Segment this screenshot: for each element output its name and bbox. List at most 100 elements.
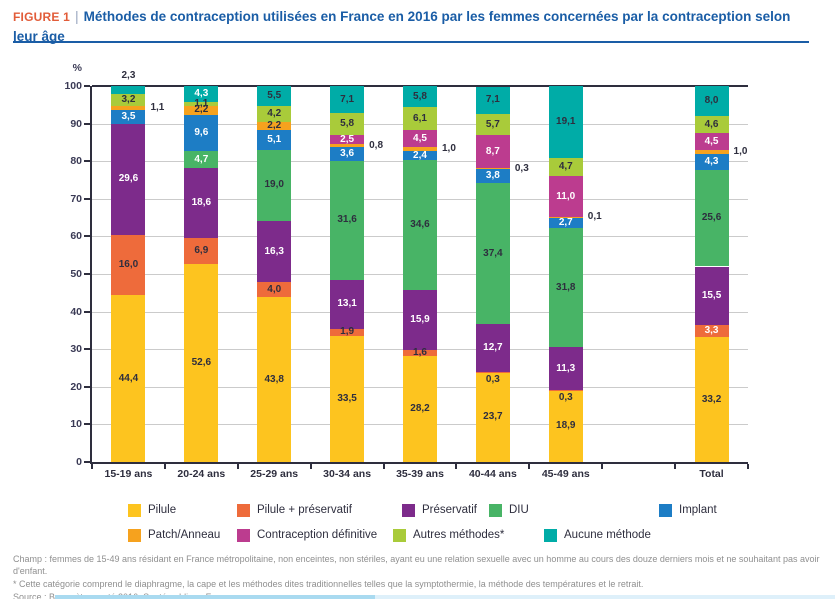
bar-segment bbox=[403, 85, 437, 108]
bar-segment-label: 6,9 bbox=[194, 245, 209, 257]
bar-segment-label: 5,8 bbox=[413, 90, 427, 102]
bar-segment bbox=[475, 169, 510, 184]
x-category-label: Total bbox=[699, 468, 724, 480]
bar-segment-label: 29,6 bbox=[118, 173, 139, 185]
y-tick-label: 50 bbox=[70, 268, 82, 280]
bar-segment bbox=[548, 227, 583, 348]
bar-segment-label: 1,9 bbox=[340, 326, 355, 338]
bar-segment-label: 6,1 bbox=[413, 112, 427, 124]
x-axis-tick bbox=[309, 464, 312, 469]
bar-segment-label: 4,2 bbox=[267, 108, 282, 120]
bar-segment bbox=[257, 85, 292, 107]
bar-segment-label: 33,2 bbox=[701, 393, 722, 405]
bar-segment bbox=[694, 150, 729, 155]
x-axis-tick bbox=[382, 464, 385, 469]
x-category-label: 45-49 ans bbox=[541, 468, 590, 480]
bar-segment bbox=[111, 123, 146, 235]
y-tick-label: 0 bbox=[76, 456, 82, 468]
bar-segment-label: 2,4 bbox=[413, 149, 427, 161]
bar-segment bbox=[548, 86, 583, 159]
bar-segment bbox=[403, 130, 437, 148]
bar-segment bbox=[257, 221, 292, 283]
bar-segment-label: 15,9 bbox=[410, 314, 430, 326]
bar-segment bbox=[694, 337, 729, 462]
y-axis-tick bbox=[84, 235, 90, 238]
bar-segment-label: 28,2 bbox=[410, 402, 430, 414]
bar-segment bbox=[548, 389, 583, 391]
bar-segment-label: 12,7 bbox=[483, 341, 503, 353]
bar-segment-label: 7,1 bbox=[485, 94, 500, 106]
bar-segment bbox=[111, 94, 146, 107]
bar-segment bbox=[111, 295, 146, 462]
legend-label: Patch/Anneau bbox=[148, 529, 221, 541]
legend-swatch bbox=[393, 529, 406, 542]
x-axis-tick bbox=[747, 464, 749, 469]
bar-segment bbox=[475, 372, 510, 462]
y-axis-tick bbox=[84, 85, 90, 87]
bar-segment-label: 34,6 bbox=[410, 219, 430, 231]
bar-segment-label: 11,3 bbox=[556, 362, 576, 374]
bar-segment bbox=[330, 86, 365, 114]
bar-segment bbox=[403, 151, 437, 161]
bar-segment-label: 52,6 bbox=[191, 357, 212, 369]
bar-segment-label: 3,3 bbox=[704, 324, 719, 336]
figure-title: Méthodes de contraception utilisées en F… bbox=[13, 9, 791, 45]
x-axis-tick bbox=[236, 464, 239, 469]
bar-segment-label: 44,4 bbox=[118, 372, 139, 384]
x-category-label: 30-34 ans bbox=[323, 468, 372, 480]
y-tick-label: 30 bbox=[70, 343, 82, 356]
bar-segment-label: 2,2 bbox=[267, 120, 282, 132]
bar-segment bbox=[330, 144, 365, 148]
bar-segment-label: 2,2 bbox=[194, 104, 209, 116]
bottom-highlight-strip bbox=[55, 595, 375, 599]
figure-number-label: FIGURE 1 bbox=[13, 10, 70, 24]
bar-segment-label: 5,7 bbox=[485, 118, 500, 130]
bar-segment bbox=[330, 147, 365, 161]
bar-segment-label: 8,0 bbox=[704, 95, 719, 107]
legend-swatch bbox=[237, 504, 250, 517]
x-axis-tick bbox=[455, 464, 458, 469]
bar-segment-label: 3,2 bbox=[121, 94, 136, 106]
bar-segment bbox=[111, 234, 146, 296]
x-axis-tick bbox=[674, 464, 677, 469]
bar-segment bbox=[184, 150, 219, 169]
x-category-label: 20-24 ans bbox=[177, 468, 226, 480]
bar-segment bbox=[475, 87, 510, 114]
bar-segment-label: 18,9 bbox=[556, 420, 576, 432]
bar-segment-label: 4,7 bbox=[558, 161, 573, 173]
bar-segment bbox=[184, 238, 219, 265]
bar-segment bbox=[184, 102, 219, 107]
bar-segment bbox=[694, 133, 729, 151]
bar-segment-label: 4,5 bbox=[704, 135, 719, 147]
bar-segment bbox=[330, 113, 365, 135]
bar-segment bbox=[184, 168, 219, 239]
bar-segment-label: 13,1 bbox=[337, 298, 357, 310]
bar-segment-label: 5,8 bbox=[340, 117, 355, 129]
bar-segment-label: 4,6 bbox=[704, 118, 719, 130]
bar-segment-label: 4,3 bbox=[704, 156, 719, 168]
bar-segment-label: 1,1 bbox=[150, 102, 165, 114]
bar-segment-label: 7,1 bbox=[340, 93, 355, 105]
bar-segment-label: 4,3 bbox=[194, 88, 209, 100]
y-tick-label: 40 bbox=[70, 305, 82, 318]
bar-segment bbox=[403, 355, 437, 462]
bar-segment-label: 16,3 bbox=[264, 245, 284, 257]
bar-segment bbox=[403, 107, 437, 131]
bar-segment bbox=[111, 85, 146, 95]
bar-segment-label: 1,1 bbox=[194, 98, 209, 110]
bar-segment-label: 19,1 bbox=[556, 116, 576, 128]
x-axis-tick bbox=[91, 464, 93, 469]
bar-segment-label: 4,0 bbox=[267, 283, 282, 295]
x-category-label: 35-39 ans bbox=[396, 468, 444, 480]
legend-swatch bbox=[544, 529, 557, 542]
legend-swatch bbox=[237, 529, 250, 542]
bar-segment bbox=[548, 390, 583, 462]
bar-segment bbox=[257, 122, 292, 131]
x-axis-tick bbox=[163, 464, 166, 469]
x-axis-tick bbox=[601, 464, 604, 469]
legend-swatch bbox=[128, 504, 141, 517]
bar-segment-label: 3,6 bbox=[340, 148, 355, 160]
legend-swatch bbox=[659, 504, 672, 517]
footnote-champ: Champ : femmes de 15-49 ans résidant en … bbox=[13, 554, 820, 576]
bar-segment-label: 4,5 bbox=[413, 132, 427, 144]
